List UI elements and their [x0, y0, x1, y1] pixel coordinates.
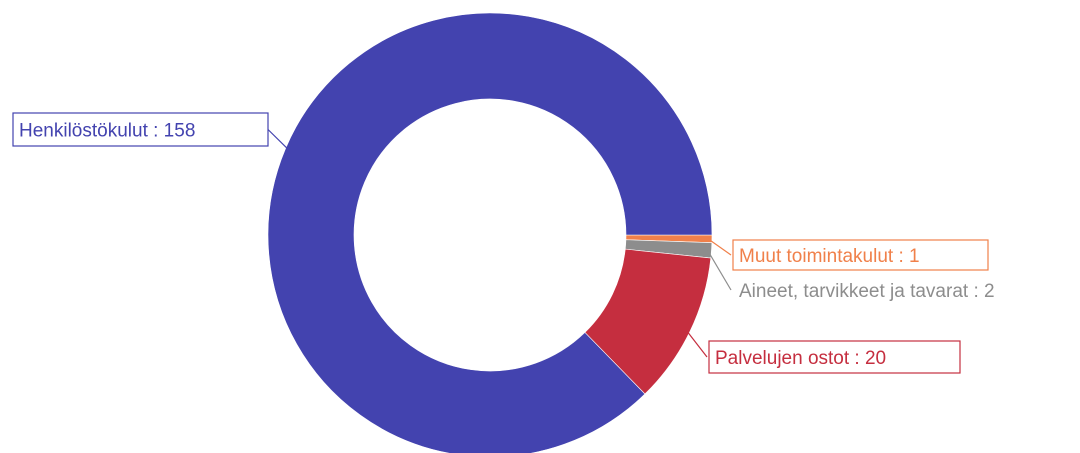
slice-labels: Henkilöstökulut : 158 Muut toimintakulut …: [12, 112, 995, 374]
slice-henkilöstökulut[interactable]: [267, 12, 713, 453]
slice-label: Palvelujen ostot : 20: [715, 348, 886, 369]
slice-label-box: [732, 239, 989, 271]
slice-label-box: [708, 340, 961, 374]
leader-line: [706, 249, 732, 291]
donut-slices: [267, 12, 713, 453]
leader-lines: [267, 129, 732, 358]
slice-label: Muut toimintakulut : 1: [739, 246, 920, 267]
slice-label: Henkilöstökulut : 158: [19, 121, 195, 142]
slice-label-box: [12, 112, 269, 147]
leader-line: [707, 238, 732, 256]
leader-line: [267, 129, 290, 151]
slice-label: Aineet, tarvikkeet ja tavarat : 2: [739, 281, 995, 302]
leader-line: [685, 329, 708, 358]
